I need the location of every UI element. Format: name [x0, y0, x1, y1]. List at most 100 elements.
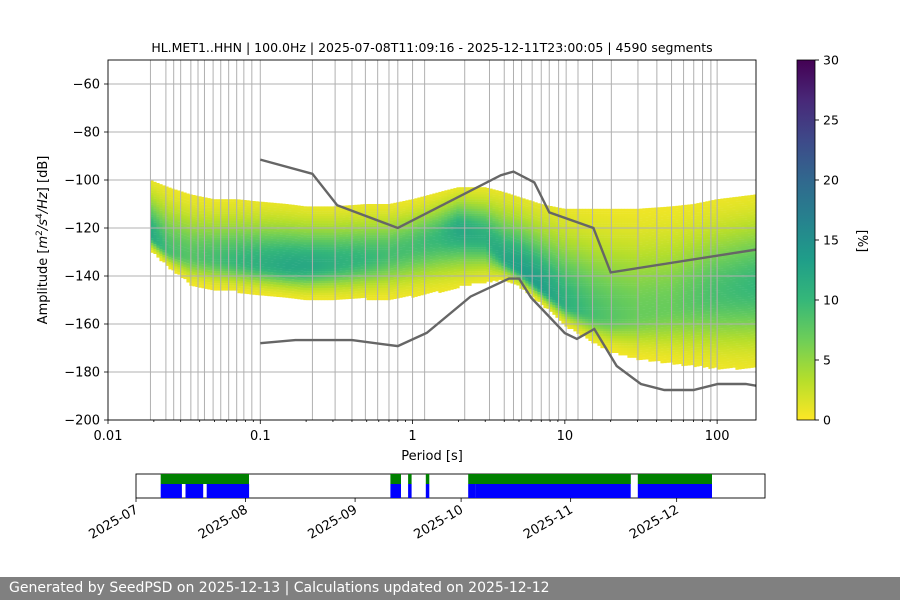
density-cell	[372, 228, 376, 231]
density-cell	[306, 290, 310, 293]
density-cell	[234, 235, 238, 238]
density-cell	[420, 283, 424, 286]
density-cell	[399, 288, 403, 291]
density-cell	[456, 261, 460, 265]
density-cell	[303, 290, 307, 293]
density-cell	[312, 278, 316, 281]
density-cell	[516, 275, 520, 279]
density-cell	[270, 277, 274, 280]
density-cell	[408, 259, 412, 263]
density-cell	[174, 264, 178, 267]
density-cell	[159, 220, 163, 223]
density-cell	[195, 246, 199, 249]
density-cell	[291, 216, 295, 220]
density-cell	[180, 241, 184, 245]
density-cell	[192, 211, 196, 215]
density-cell	[210, 287, 214, 291]
density-cell	[204, 250, 208, 253]
density-cell	[270, 262, 274, 266]
density-cell	[264, 235, 268, 239]
density-cell	[471, 252, 475, 255]
density-cell	[300, 215, 304, 219]
density-cell	[516, 222, 520, 226]
density-cell	[288, 276, 292, 279]
density-cell	[486, 252, 490, 256]
density-cell	[480, 242, 484, 245]
density-cell	[525, 228, 529, 231]
density-cell	[180, 191, 184, 195]
density-cell	[519, 252, 523, 256]
density-cell	[525, 254, 529, 258]
density-cell	[468, 196, 472, 200]
density-cell	[444, 233, 448, 237]
density-cell	[213, 285, 217, 289]
density-cell	[324, 206, 328, 209]
density-cell	[168, 266, 172, 270]
density-cell	[216, 264, 220, 267]
density-cell	[153, 246, 157, 250]
density-cell	[381, 247, 385, 250]
density-cell	[510, 216, 514, 219]
density-cell	[357, 291, 361, 294]
density-cell	[420, 201, 424, 205]
density-cell	[213, 256, 217, 260]
density-cell	[360, 223, 364, 227]
density-cell	[507, 217, 511, 221]
density-cell	[414, 294, 418, 297]
density-cell	[360, 235, 364, 239]
density-cell	[426, 214, 430, 217]
density-cell	[360, 209, 364, 212]
density-cell	[204, 202, 208, 205]
density-cell	[435, 257, 439, 261]
density-cell	[270, 255, 274, 258]
density-cell	[489, 260, 493, 264]
density-cell	[399, 223, 403, 226]
density-cell	[249, 241, 253, 245]
density-cell	[210, 258, 214, 262]
density-cell	[477, 278, 481, 281]
density-cell	[225, 273, 229, 277]
density-cell	[372, 271, 376, 274]
density-cell	[165, 236, 169, 240]
density-cell	[492, 249, 496, 252]
density-cell	[207, 205, 211, 208]
density-cell	[246, 224, 250, 227]
density-cell	[417, 219, 421, 222]
density-cell	[426, 279, 430, 282]
density-cell	[378, 276, 382, 279]
density-cell	[180, 237, 184, 240]
density-cell	[420, 215, 424, 219]
density-cell	[399, 216, 403, 219]
density-cell	[303, 292, 307, 296]
density-cell	[168, 199, 172, 203]
density-cell	[429, 196, 433, 200]
density-cell	[378, 223, 382, 226]
density-cell	[192, 269, 196, 272]
density-cell	[369, 256, 373, 260]
density-cell	[207, 217, 211, 220]
density-cell	[291, 247, 295, 251]
density-cell	[459, 208, 463, 212]
density-cell	[288, 293, 292, 296]
density-cell	[162, 223, 166, 227]
density-cell	[273, 202, 277, 206]
density-cell	[435, 202, 439, 205]
density-cell	[525, 218, 529, 222]
density-cell	[165, 258, 169, 262]
density-cell	[435, 221, 439, 225]
density-cell	[468, 268, 472, 272]
density-cell	[222, 211, 226, 214]
density-cell	[222, 256, 226, 260]
density-cell	[312, 297, 316, 301]
density-cell	[456, 280, 460, 284]
density-cell	[336, 215, 340, 219]
density-cell	[222, 237, 226, 241]
density-cell	[180, 244, 184, 247]
density-cell	[471, 240, 475, 243]
density-cell	[285, 223, 289, 226]
density-cell	[336, 230, 340, 233]
density-cell	[228, 278, 232, 281]
density-cell	[162, 195, 166, 198]
density-cell	[390, 227, 394, 230]
density-cell	[222, 242, 226, 245]
